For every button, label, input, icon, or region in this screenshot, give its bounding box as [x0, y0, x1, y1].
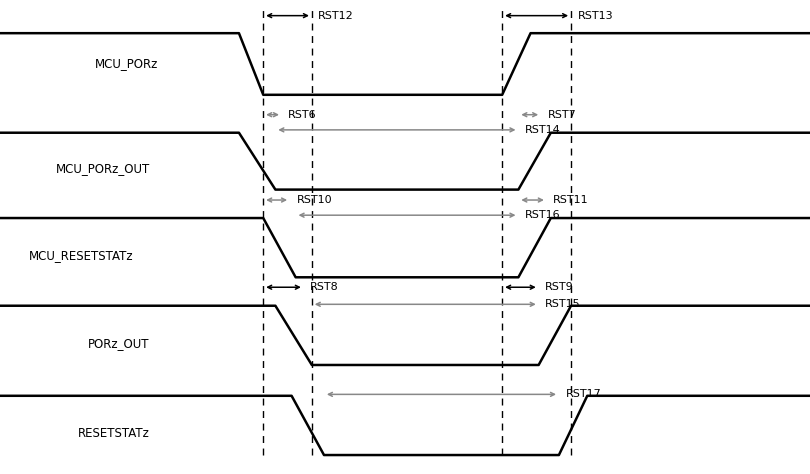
Text: RST10: RST10: [296, 195, 332, 205]
Text: RST11: RST11: [553, 195, 589, 205]
Text: RST15: RST15: [545, 299, 581, 310]
Text: MCU_RESETSTATz: MCU_RESETSTATz: [29, 249, 134, 263]
Text: RST8: RST8: [310, 282, 339, 292]
Text: RST13: RST13: [578, 10, 613, 21]
Text: RST9: RST9: [545, 282, 573, 292]
Text: RST17: RST17: [565, 389, 601, 400]
Text: RST6: RST6: [288, 109, 317, 120]
Text: RST14: RST14: [525, 125, 561, 135]
Text: PORz_OUT: PORz_OUT: [88, 337, 150, 350]
Text: MCU_PORz: MCU_PORz: [95, 57, 158, 71]
Text: RST12: RST12: [318, 10, 354, 21]
Text: RST7: RST7: [548, 109, 576, 120]
Text: RST16: RST16: [525, 210, 561, 220]
Text: MCU_PORz_OUT: MCU_PORz_OUT: [56, 162, 150, 175]
Text: RESETSTATz: RESETSTATz: [78, 427, 150, 440]
